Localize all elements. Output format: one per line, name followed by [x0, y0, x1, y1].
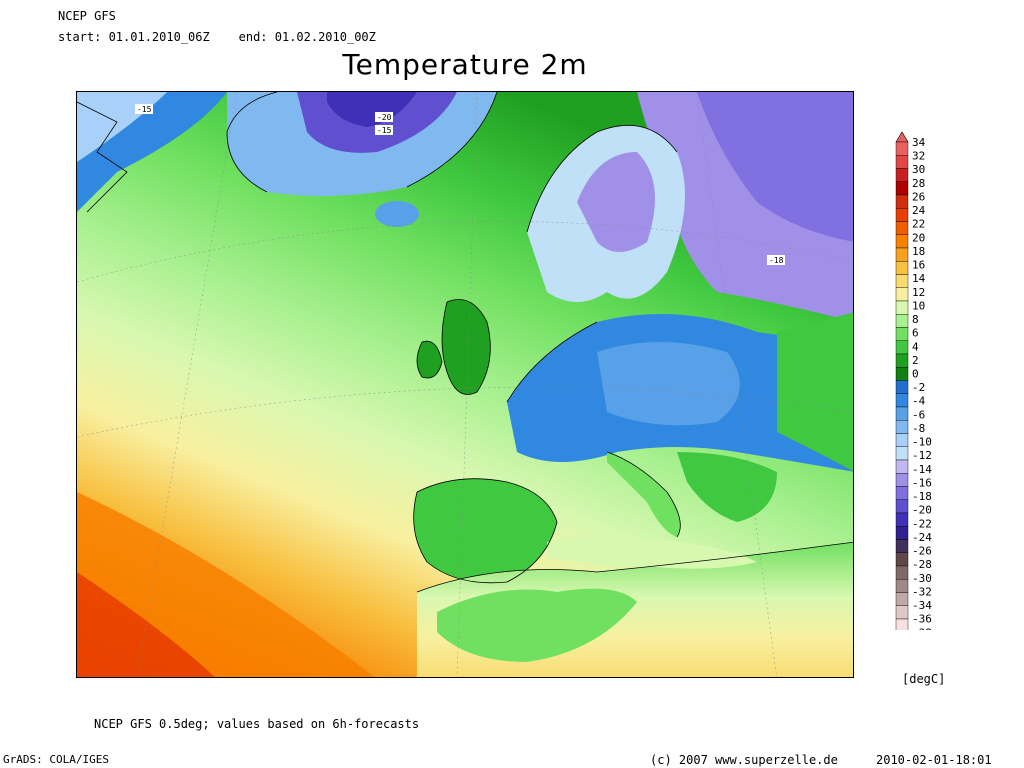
legend-swatch [895, 141, 909, 156]
legend-level-label: -38 [912, 626, 932, 630]
legend-level-label: 0 [912, 368, 919, 381]
legend-swatch [895, 367, 909, 381]
legend-swatch [895, 221, 909, 235]
legend-level-label: -36 [912, 613, 932, 626]
color-legend: 3432302826242220181614121086420-2-4-6-8-… [895, 131, 932, 630]
legend-swatch [895, 446, 909, 461]
model-name: NCEP GFS [58, 9, 116, 23]
iberia [413, 478, 557, 583]
legend-level-label: -14 [912, 463, 932, 476]
legend-level-label: 20 [912, 231, 925, 244]
temperature-map: -15 -20 -15 -18 [76, 91, 854, 678]
legend-swatch [895, 459, 909, 474]
legend-level-label: 18 [912, 245, 925, 258]
legend-level-label: 26 [912, 190, 925, 203]
copyright: (c) 2007 www.superzelle.de [650, 753, 838, 767]
legend-level-label: 22 [912, 218, 925, 231]
legend-unit: [degC] [902, 672, 946, 686]
legend-level-label: 30 [912, 163, 925, 176]
legend-swatch [895, 512, 909, 527]
legend-level-label: 28 [912, 177, 925, 190]
legend-level-label: -28 [912, 558, 932, 571]
legend-swatch [895, 526, 909, 540]
legend-swatch [895, 592, 909, 606]
forecast-period: start: 01.01.2010_06Z end: 01.02.2010_00… [58, 30, 376, 44]
legend-level-label: -34 [912, 599, 932, 612]
legend-swatch [895, 393, 909, 408]
legend-level-label: -26 [912, 545, 932, 558]
legend-level-label: -20 [912, 504, 932, 517]
legend-level-label: -6 [912, 408, 925, 421]
legend-level-label: 10 [912, 299, 925, 312]
legend-level-label: 34 [912, 136, 926, 149]
legend-level-label: 4 [912, 340, 919, 353]
legend-level-label: 16 [912, 259, 925, 272]
legend-level-label: -30 [912, 572, 932, 585]
legend-swatch [895, 499, 909, 514]
legend-swatch [895, 579, 909, 593]
legend-level-label: -24 [912, 531, 932, 544]
legend-level-label: 12 [912, 286, 925, 299]
legend-swatch [895, 605, 909, 620]
legend-level-label: 6 [912, 327, 919, 340]
legend-swatch [895, 552, 909, 567]
legend-swatch [895, 181, 909, 196]
legend-level-label: -2 [912, 381, 925, 394]
contour-label: -15 [377, 126, 392, 135]
legend-level-label: 2 [912, 354, 919, 367]
legend-level-label: 14 [912, 272, 926, 285]
legend-swatch [895, 155, 909, 169]
legend-swatch [895, 433, 909, 447]
legend-level-label: -8 [912, 422, 925, 435]
legend-level-label: -22 [912, 517, 932, 530]
legend-swatch [895, 420, 909, 434]
data-note: NCEP GFS 0.5deg; values based on 6h-fore… [94, 717, 420, 731]
legend-swatch [895, 353, 909, 368]
legend-swatch [895, 539, 909, 553]
legend-level-label: 8 [912, 313, 919, 326]
legend-level-label: -18 [912, 490, 932, 503]
legend-swatch [895, 300, 909, 315]
legend-level-label: -16 [912, 476, 932, 489]
legend-arrow-up [895, 131, 909, 143]
legend-swatch [895, 565, 909, 580]
legend-level-label: 24 [912, 204, 926, 217]
contour-label: -18 [769, 256, 784, 265]
legend-level-label: -12 [912, 449, 932, 462]
software-credit: GrADS: COLA/IGES [3, 753, 109, 766]
contour-label: -15 [137, 105, 152, 114]
legend-swatch [895, 194, 909, 209]
legend-swatch [895, 473, 909, 487]
map-canvas: -15 -20 -15 -18 [77, 92, 853, 677]
legend-swatch [895, 261, 909, 275]
iceland [375, 201, 419, 227]
british-isles [442, 299, 491, 395]
legend-swatch [895, 486, 909, 500]
legend-level-label: -4 [912, 395, 926, 408]
legend-swatch [895, 287, 909, 302]
legend-swatch [895, 327, 909, 341]
legend-swatch [895, 314, 909, 328]
legend-swatch [895, 208, 909, 222]
legend-swatch [895, 340, 909, 355]
legend-swatch [895, 247, 909, 262]
legend-swatch [895, 168, 909, 182]
legend-swatch [895, 274, 909, 288]
legend-swatch [895, 380, 909, 394]
legend-swatch [895, 406, 909, 421]
legend-swatch [895, 618, 909, 630]
legend-level-label: -10 [912, 436, 932, 449]
contour-label: -20 [377, 113, 392, 122]
timestamp: 2010-02-01-18:01 [876, 753, 992, 767]
legend-swatch [895, 234, 909, 249]
legend-level-label: 32 [912, 150, 925, 163]
map-title: Temperature 2m [342, 48, 588, 81]
legend-level-label: -32 [912, 585, 932, 598]
